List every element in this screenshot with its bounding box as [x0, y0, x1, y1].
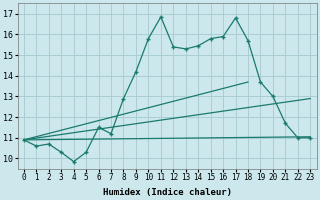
- X-axis label: Humidex (Indice chaleur): Humidex (Indice chaleur): [103, 188, 232, 197]
